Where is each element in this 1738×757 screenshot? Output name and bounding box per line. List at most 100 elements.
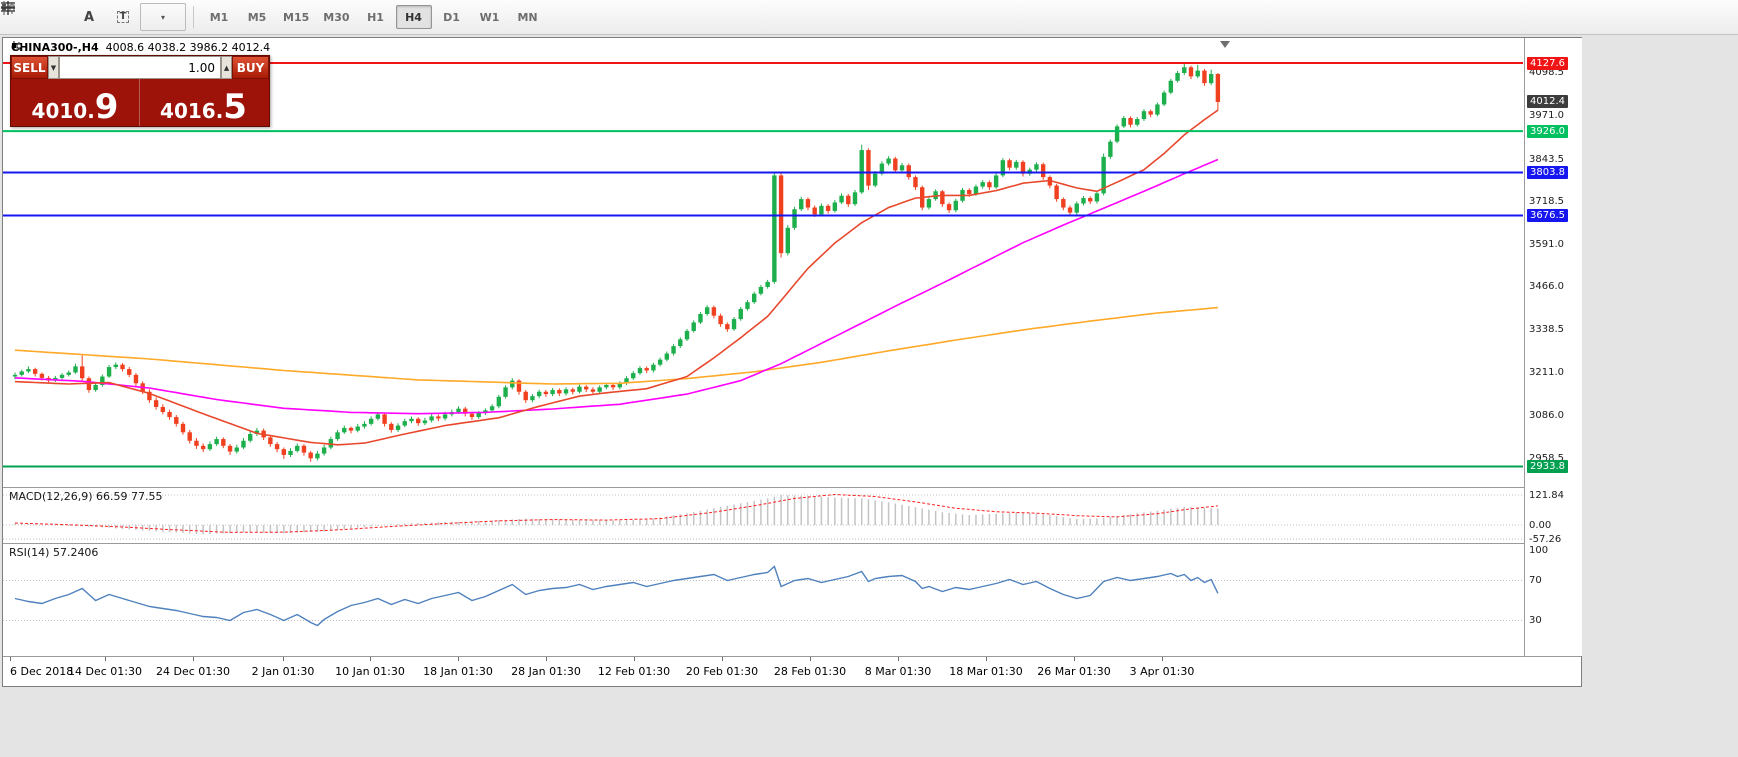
buy-price-big-digit: 5 [223, 87, 247, 128]
time-axis-separator [3, 656, 1581, 657]
time-axis-label: 3 Apr 01:30 [1129, 665, 1195, 678]
buy-price-main: 4016. [160, 99, 224, 123]
time-axis-tick [458, 657, 459, 661]
rsi-axis-label: 70 [1529, 575, 1542, 586]
time-axis-label: 20 Feb 01:30 [685, 665, 759, 678]
time-axis-tick [105, 657, 106, 661]
time-axis-label: 6 Dec 2018 [10, 665, 74, 678]
price-tick-label: 3843.5 [1529, 153, 1564, 165]
chart-icon [12, 41, 21, 51]
sell-price[interactable]: 4010. 9 [11, 79, 139, 126]
price-line-label: 3926.0 [1527, 124, 1568, 138]
buy-button[interactable]: BUY [232, 56, 269, 79]
text-tool-icon[interactable]: T [106, 3, 140, 31]
text-label-icon[interactable]: A [72, 3, 106, 31]
macd-axis-label: 121.84 [1529, 489, 1564, 501]
macd-axis-label: -57.26 [1529, 533, 1562, 545]
rsi-canvas[interactable] [3, 544, 1523, 656]
price-tick-label: 3338.5 [1529, 324, 1564, 336]
rsi-axis-label: 30 [1529, 615, 1542, 626]
toolbar-separator [193, 6, 194, 28]
rsi-axis-label: 100 [1529, 545, 1549, 556]
time-axis-tick [546, 657, 547, 661]
price-tick-label: 3718.5 [1529, 195, 1564, 207]
price-line-label: 2933.8 [1527, 460, 1568, 473]
price-line-label: 3803.8 [1527, 166, 1568, 179]
timeframe-button-h1[interactable]: H1 [367, 10, 384, 24]
time-axis-label: 18 Mar 01:30 [949, 665, 1023, 678]
pane-separator [3, 487, 1581, 488]
price-line-label: 4012.4 [1527, 95, 1568, 109]
time-axis-tick [370, 657, 371, 661]
macd-canvas[interactable] [3, 488, 1523, 543]
one-click-trading-panel: SELL ▼ ▲ BUY 4010. 9 4016. 5 [10, 55, 270, 127]
macd-pane[interactable]: MACD(12,26,9) 66.59 77.55 [3, 488, 1523, 543]
time-axis-label: 18 Jan 01:30 [423, 665, 493, 678]
time-axis-tick [722, 657, 723, 661]
timeframe-button-m15[interactable]: M15 [283, 10, 310, 24]
rsi-label: RSI(14) 57.2406 [9, 546, 99, 559]
time-axis-tick [10, 657, 11, 661]
time-axis-tick [1162, 657, 1163, 661]
sell-price-big-digit: 9 [94, 87, 119, 128]
main-chart-pane[interactable] [3, 38, 1523, 487]
indicator-list-icon[interactable] [1, 2, 72, 31]
main-chart-canvas[interactable] [3, 38, 1523, 487]
timeframe-button-m5[interactable]: M5 [247, 10, 267, 24]
time-axis-label: 14 Dec 01:30 [68, 665, 142, 678]
price-tick-label: 4098.5 [1529, 67, 1564, 79]
time-axis-label: 26 Mar 01:30 [1037, 665, 1111, 678]
timeframe-button-m30[interactable]: M30 [323, 10, 350, 24]
timeframe-button-d1[interactable]: D1 [443, 10, 460, 24]
time-axis-label: 24 Dec 01:30 [156, 665, 230, 678]
time-axis-tick [283, 657, 284, 661]
toolbar: A T ▾ M1 M5 M15 M30 H1 H4 D1 W1 MN [0, 0, 1738, 35]
price-tick-label: 3086.0 [1529, 409, 1564, 421]
time-axis-label: 10 Jan 01:30 [335, 665, 405, 678]
price-tick-label: 3971.0 [1529, 110, 1564, 122]
price-line-label: 3676.5 [1527, 209, 1568, 222]
time-axis-tick [810, 657, 811, 661]
text-label-glyph: A [83, 9, 95, 25]
time-axis-tick [634, 657, 635, 661]
price-tick-label: 2958.5 [1529, 452, 1564, 464]
chart-header: CHINA300-,H4 4008.6 4038.2 3986.2 4012.4 [11, 41, 270, 54]
volume-increase-button[interactable]: ▲ [221, 56, 233, 79]
time-axis-label: 28 Feb 01:30 [773, 665, 847, 678]
crosshair-icon[interactable]: ▾ [1, 1, 186, 31]
trade-panel-prices: 4010. 9 4016. 5 [11, 79, 269, 126]
time-axis-label: 2 Jan 01:30 [251, 665, 315, 678]
volume-decrease-button[interactable]: ▼ [47, 56, 59, 79]
macd-label: MACD(12,26,9) 66.59 77.55 [9, 490, 163, 503]
time-axis-tick [1074, 657, 1075, 661]
trade-panel-controls: SELL ▼ ▲ BUY [11, 56, 269, 79]
price-line-label: 4127.6 [1527, 56, 1568, 70]
timeframe-group: M1 M5 M15 M30 H1 H4 D1 W1 MN [201, 5, 548, 29]
time-axis[interactable]: 6 Dec 2018 14 Dec 01:30 24 Dec 01:30 2 Jan … [3, 657, 1581, 685]
buy-price[interactable]: 4016. 5 [139, 79, 267, 126]
time-axis-tick [898, 657, 899, 661]
price-axis[interactable]: 4098.5 3971.0 3843.5 3718.5 3591.0 3466.0 3338… [1524, 38, 1582, 656]
price-tick-label: 3466.0 [1529, 281, 1564, 293]
symbol-timeframe-label: CHINA300-,H4 [11, 41, 99, 54]
price-tick-label: 3211.0 [1529, 367, 1564, 379]
price-tick-label: 3591.0 [1529, 238, 1564, 250]
time-axis-label: 28 Jan 01:30 [511, 665, 581, 678]
timeframe-button-h4[interactable]: H4 [395, 5, 432, 29]
timeframe-button-mn[interactable]: MN [517, 10, 538, 24]
timeframe-button-w1[interactable]: W1 [479, 10, 500, 24]
time-axis-tick [193, 657, 194, 661]
time-axis-label: 8 Mar 01:30 [864, 665, 932, 678]
time-axis-label: 12 Feb 01:30 [597, 665, 671, 678]
ohlc-readout: 4008.6 4038.2 3986.2 4012.4 [105, 41, 271, 54]
chevron-down-icon: ▾ [160, 12, 165, 22]
volume-input[interactable] [59, 56, 221, 79]
timeframe-button-m1[interactable]: M1 [209, 10, 229, 24]
sell-price-main: 4010. [31, 99, 95, 123]
crosshair-glyph [1, 1, 15, 15]
macd-axis-label: 0.00 [1529, 519, 1552, 531]
sell-button[interactable]: SELL [11, 56, 48, 79]
time-axis-tick [986, 657, 987, 661]
rsi-pane[interactable]: RSI(14) 57.2406 [3, 544, 1523, 656]
pane-separator-2 [3, 543, 1581, 544]
